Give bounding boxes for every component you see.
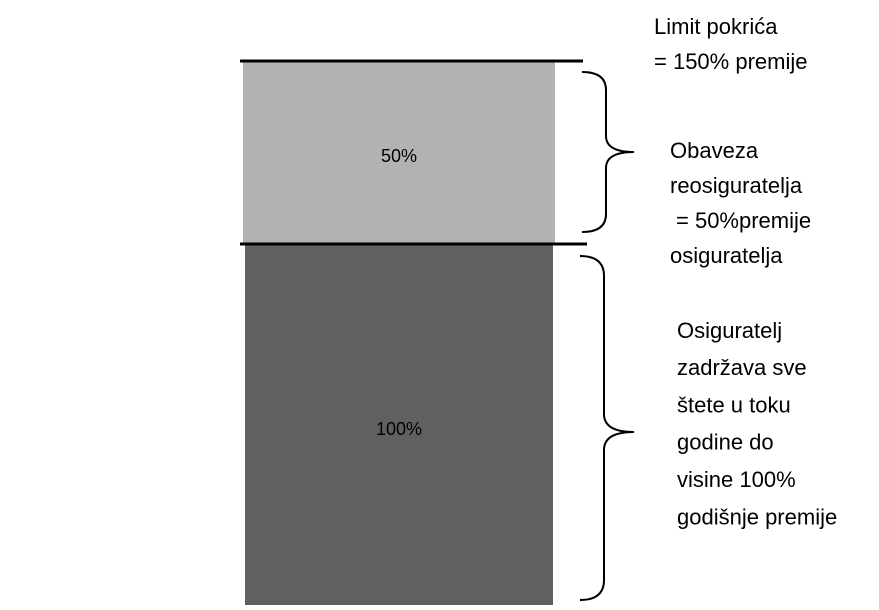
block-label: 50% — [381, 146, 417, 166]
reinsurer-layer — [243, 62, 555, 243]
brace — [579, 255, 635, 601]
annotation-line: = 50%premije — [676, 208, 811, 233]
annotation-line: godine do — [677, 430, 774, 455]
annotation-line: osiguratelja — [670, 243, 783, 268]
annotation-line: reosiguratelja — [670, 173, 803, 198]
annotation-line: visine 100% — [677, 467, 796, 492]
block-label: 100% — [376, 419, 422, 439]
annotation-line: zadržava sve — [677, 355, 807, 380]
annotation-line: štete u toku — [677, 392, 791, 417]
brace — [581, 71, 635, 233]
annotation-line: = 150% premije — [654, 49, 807, 74]
annotation-line: Obaveza — [670, 138, 759, 163]
annotation-line: Osiguratelj — [677, 318, 782, 343]
annotation-line: godišnje premije — [677, 504, 837, 529]
annotation-line: Limit pokrića — [654, 14, 778, 39]
annotations: Limit pokrića = 150% premije Obaveza reosig… — [654, 14, 837, 530]
insurer-layer — [245, 245, 553, 605]
